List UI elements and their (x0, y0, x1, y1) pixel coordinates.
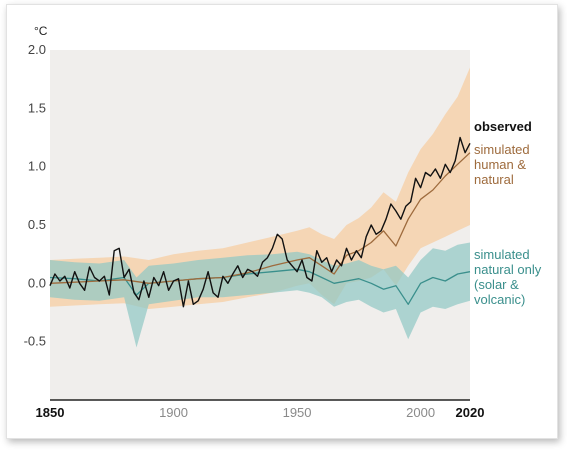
y-tick-label: 1.5 (28, 100, 46, 115)
y-tick-label: -0.5 (24, 334, 46, 349)
y-tick-label: 2.0 (28, 42, 46, 57)
legend-natural-only: simulated (474, 247, 530, 262)
legend-natural-only: (solar & (474, 277, 519, 292)
legend-human-natural: natural (474, 172, 514, 187)
x-tick-label: 2000 (406, 405, 435, 420)
legend-human-natural: simulated (474, 142, 530, 157)
legend-observed: observed (474, 119, 532, 134)
observed-line (49, 136, 471, 308)
natural-only-line (49, 268, 471, 305)
x-tick-label: 1900 (159, 405, 188, 420)
legend-natural-only: natural only (474, 262, 542, 277)
y-tick-label: 1.0 (28, 159, 46, 174)
y-tick-label: 0.0 (28, 275, 46, 290)
x-tick-label: 2020 (456, 405, 485, 420)
x-tick-label: 1850 (36, 405, 65, 420)
legend-natural-only: volcanic) (474, 292, 525, 307)
y-tick-label: 0.5 (28, 217, 46, 232)
legend-human-natural: human & (474, 157, 526, 172)
human-natural-line (49, 152, 471, 284)
human-natural-range-band (50, 67, 470, 309)
x-tick-label: 1950 (283, 405, 312, 420)
natural-only-range-band (50, 242, 470, 348)
y-unit-label: °C (34, 24, 48, 38)
